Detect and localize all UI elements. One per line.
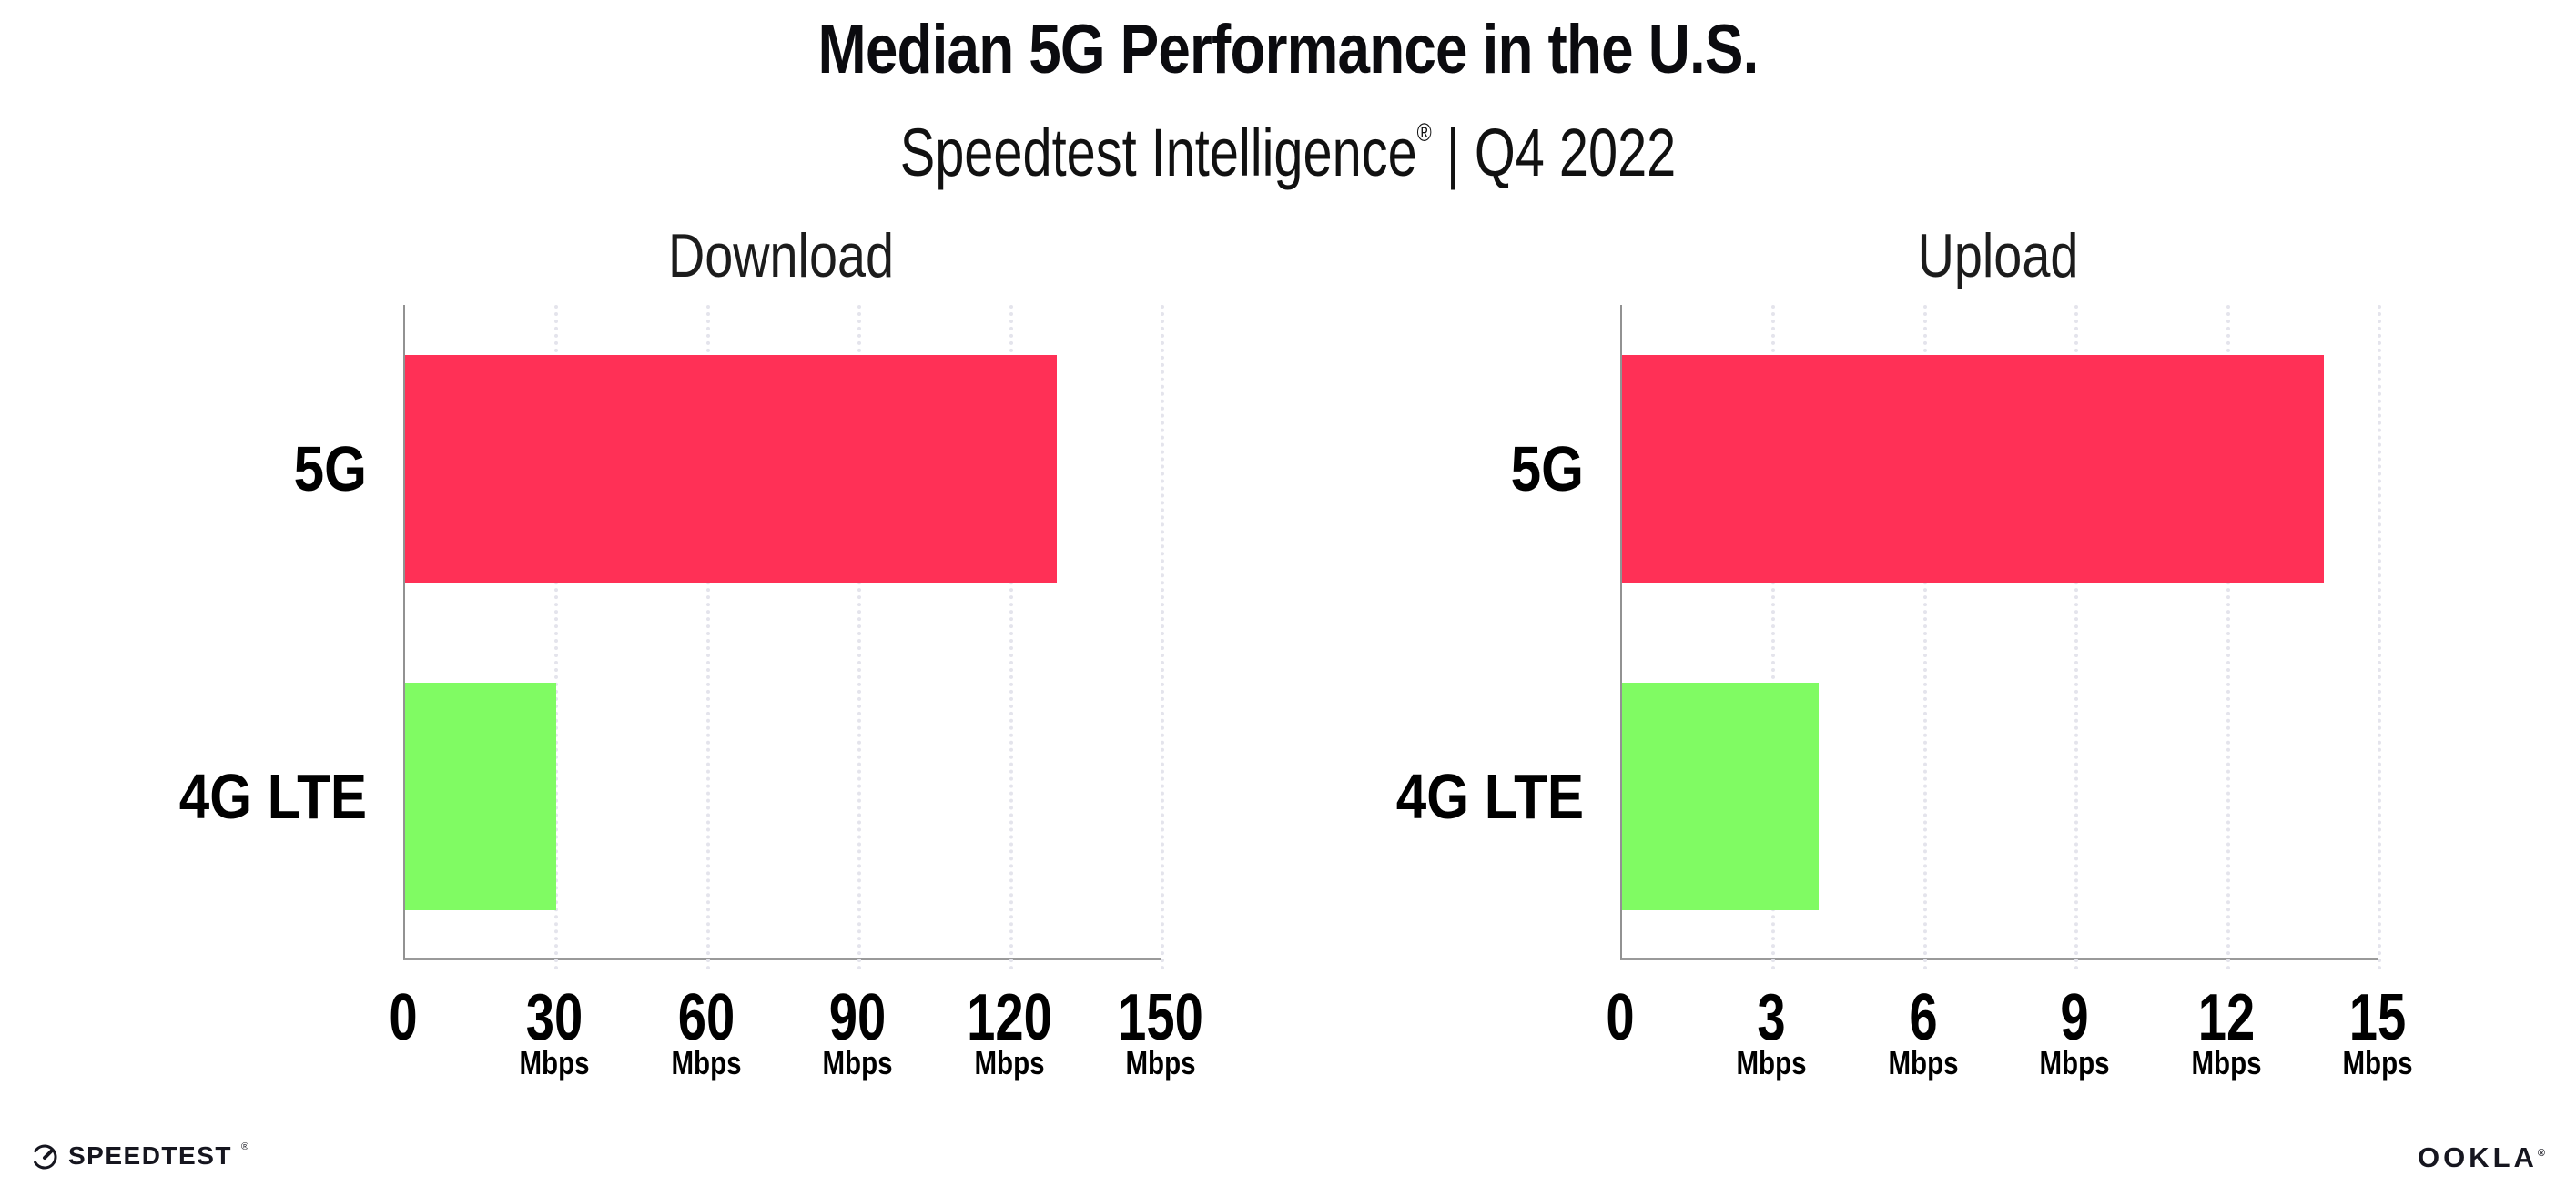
category-label-5g: 5G [293, 433, 367, 504]
download-plot [403, 305, 1164, 970]
speedtest-logo: SPEEDTEST ® [30, 1138, 248, 1174]
speedtest-gauge-icon [32, 1144, 57, 1170]
x-tick-label-0: 0 [1606, 981, 1635, 1054]
gridline-60 [705, 305, 710, 970]
gridline-90 [857, 305, 862, 970]
upload-chart-title: Upload [1917, 221, 2079, 290]
registered-mark-icon: ® [1416, 118, 1432, 147]
subtitle-brand: Speedtest Intelligence [899, 115, 1417, 190]
bar-4g-lte [405, 683, 557, 910]
x-tick-label-9: 9 [2060, 981, 2089, 1054]
speedtest-wordmark: SPEEDTEST [68, 1141, 232, 1170]
category-label-5g: 5G [1510, 433, 1584, 504]
gridline-15 [2378, 305, 2381, 970]
x-tick-unit-90: Mbps [822, 1044, 893, 1081]
x-tick-unit-120: Mbps [974, 1044, 1045, 1081]
x-tick-label-3: 3 [1757, 981, 1787, 1054]
gridline-150 [1161, 305, 1164, 970]
gridline-12 [2226, 305, 2230, 970]
bar-4g-lte [1622, 683, 1820, 910]
page-subtitle: Speedtest Intelligence® | Q4 2022 [283, 89, 2292, 197]
x-tick-label-30: 30 [526, 981, 583, 1054]
x-tick-unit-150: Mbps [1125, 1044, 1196, 1081]
subtitle-period: | Q4 2022 [1431, 115, 1677, 190]
gridline-120 [1009, 305, 1013, 970]
x-tick-label-6: 6 [1909, 981, 1938, 1054]
upload-plot [1620, 305, 2381, 970]
x-tick-unit-30: Mbps [519, 1044, 590, 1081]
x-tick-unit-6: Mbps [1888, 1044, 1959, 1081]
x-tick-label-150: 150 [1118, 981, 1203, 1054]
x-tick-label-60: 60 [677, 981, 735, 1054]
category-label-4g-lte: 4G LTE [178, 761, 367, 832]
gridline-30 [554, 305, 559, 970]
x-tick-unit-60: Mbps [671, 1044, 742, 1081]
category-label-4g-lte: 4G LTE [1395, 761, 1584, 832]
x-tick-label-90: 90 [828, 981, 887, 1054]
speedtest-registered-mark-icon: ® [240, 1141, 249, 1152]
x-tick-label-120: 120 [966, 981, 1052, 1054]
x-tick-label-12: 12 [2197, 981, 2255, 1054]
gridline-6 [1922, 305, 1927, 970]
x-tick-label-0: 0 [389, 981, 418, 1054]
bar-5g [405, 355, 1057, 583]
x-tick-unit-15: Mbps [2342, 1044, 2413, 1081]
x-tick-label-15: 15 [2348, 981, 2407, 1054]
page-title: Median 5G Performance in the U.S. [817, 11, 1759, 88]
ookla-wordmark: OOKLA [2417, 1141, 2538, 1173]
x-tick-unit-9: Mbps [2039, 1044, 2110, 1081]
ookla-logo: OOKLA® [2418, 1140, 2549, 1182]
download-chart-title: Download [668, 221, 894, 290]
gridline-3 [1771, 305, 1776, 970]
ookla-registered-mark-icon: ® [2537, 1148, 2549, 1159]
bar-5g [1622, 355, 2324, 583]
x-tick-unit-3: Mbps [1736, 1044, 1807, 1081]
x-tick-unit-12: Mbps [2191, 1044, 2262, 1081]
gridline-9 [2074, 305, 2079, 970]
